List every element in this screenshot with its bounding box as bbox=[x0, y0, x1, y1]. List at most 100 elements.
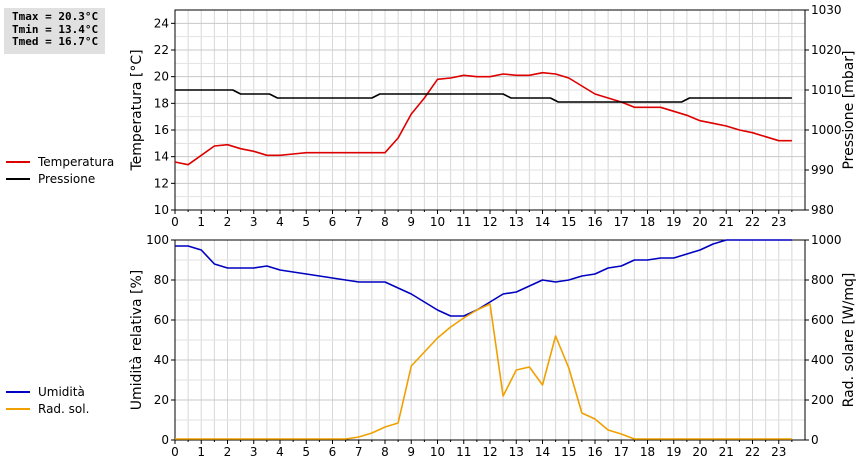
top-y2-tick-label: 990 bbox=[811, 163, 834, 177]
bottom-y-axis-label: Umidità relativa [%] bbox=[129, 270, 145, 411]
top-x-tick-label: 21 bbox=[719, 215, 734, 229]
top-x-tick-label: 7 bbox=[355, 215, 363, 229]
chart-humidity-radiation: 0 1 2 3 4 5 6 7 8 9 10 11 12 13 14 15 16 17 18 19 20 21 22 2302… bbox=[129, 233, 857, 459]
top-x-tick-label: 11 bbox=[456, 215, 471, 229]
top-y-tick-label: 14 bbox=[154, 150, 169, 164]
top-x-tick-label: 6 bbox=[329, 215, 337, 229]
chart-temperature-pressure: 0 1 2 3 4 5 6 7 8 9 10 11 12 13 14 15 16 17 18 19 20 21 22 2310… bbox=[129, 3, 857, 229]
bottom-x-tick-label: 0 bbox=[171, 445, 179, 459]
top-x-tick-label: 13 bbox=[509, 215, 524, 229]
top-y2-tick-label: 980 bbox=[811, 203, 834, 217]
bottom-x-tick-label: 8 bbox=[381, 445, 389, 459]
bottom-x-tick-label: 23 bbox=[771, 445, 786, 459]
top-x-tick-label: 20 bbox=[692, 215, 707, 229]
bottom-y-tick-label: 100 bbox=[146, 233, 169, 247]
bottom-x-tick-label: 22 bbox=[745, 445, 760, 459]
top-y2-axis-label: Pressione [mbar] bbox=[841, 50, 857, 169]
bottom-x-tick-label: 1 bbox=[197, 445, 205, 459]
legend-swatch-temperatura bbox=[6, 161, 30, 163]
bottom-x-tick-label: 12 bbox=[482, 445, 497, 459]
bottom-x-tick-label: 7 bbox=[355, 445, 363, 459]
top-y-tick-label: 10 bbox=[154, 203, 169, 217]
top-x-tick-label: 16 bbox=[587, 215, 602, 229]
top-x-tick-label: 14 bbox=[535, 215, 550, 229]
top-y-tick-label: 22 bbox=[154, 43, 169, 57]
top-x-tick-label: 17 bbox=[614, 215, 629, 229]
top-x-tick-label: 1 bbox=[197, 215, 205, 229]
legend-label-temperatura: Temperatura bbox=[38, 155, 115, 169]
bottom-x-tick-label: 13 bbox=[509, 445, 524, 459]
top-x-tick-label: 9 bbox=[407, 215, 415, 229]
bottom-x-tick-label: 19 bbox=[666, 445, 681, 459]
tmin-stat: Tmin = 13.4°C bbox=[12, 22, 99, 36]
bottom-y-tick-label: 20 bbox=[154, 393, 169, 407]
top-x-tick-label: 22 bbox=[745, 215, 760, 229]
top-x-tick-label: 5 bbox=[302, 215, 310, 229]
bottom-x-tick-label: 5 bbox=[302, 445, 310, 459]
bottom-x-tick-label: 21 bbox=[719, 445, 734, 459]
series-line-umidita bbox=[175, 239, 792, 317]
legend-swatch-rad-sol bbox=[6, 408, 30, 410]
bottom-x-tick-label: 10 bbox=[430, 445, 445, 459]
series-line-rad-sol bbox=[175, 303, 792, 440]
top-x-tick-label: 15 bbox=[561, 215, 576, 229]
top-y2-tick-label: 1010 bbox=[811, 83, 842, 97]
bottom-y2-axis-label: Rad. solare [W/mq] bbox=[841, 273, 857, 408]
bottom-y-tick-label: 40 bbox=[154, 353, 169, 367]
bottom-x-tick-label: 15 bbox=[561, 445, 576, 459]
bottom-x-tick-label: 3 bbox=[250, 445, 258, 459]
legend-temperatura: Temperatura bbox=[6, 154, 114, 170]
bottom-y-tick-label: 60 bbox=[154, 313, 169, 327]
top-y-tick-label: 20 bbox=[154, 70, 169, 84]
tmed-stat: Tmed = 16.7°C bbox=[12, 35, 99, 48]
bottom-x-tick-label: 18 bbox=[640, 445, 655, 459]
bottom-y2-tick-label: 0 bbox=[811, 433, 819, 447]
top-x-tick-label: 12 bbox=[482, 215, 497, 229]
bottom-y-tick-label: 0 bbox=[161, 433, 169, 447]
legend-rad-sol: Rad. sol. bbox=[6, 401, 89, 417]
top-y-axis-label: Temperatura [°C] bbox=[129, 49, 145, 171]
series-line-pressione bbox=[175, 89, 792, 103]
top-y2-tick-label: 1020 bbox=[811, 43, 842, 57]
bottom-x-tick-label: 4 bbox=[276, 445, 284, 459]
top-y-tick-label: 12 bbox=[154, 176, 169, 190]
bottom-y2-tick-label: 1000 bbox=[811, 233, 842, 247]
bottom-x-tick-label: 6 bbox=[329, 445, 337, 459]
top-x-tick-label: 3 bbox=[250, 215, 258, 229]
top-y2-tick-label: 1030 bbox=[811, 3, 842, 17]
top-x-tick-label: 8 bbox=[381, 215, 389, 229]
top-x-tick-label: 18 bbox=[640, 215, 655, 229]
bottom-x-tick-label: 2 bbox=[224, 445, 232, 459]
stats-box: Tmax = 20.3°C Tmin = 13.4°C Tmed = 16.7°… bbox=[4, 8, 105, 54]
bottom-x-tick-label: 17 bbox=[614, 445, 629, 459]
legend-pressione: Pressione bbox=[6, 171, 95, 187]
bottom-x-tick-label: 16 bbox=[587, 445, 602, 459]
legend-umidita: Umidità bbox=[6, 384, 85, 400]
top-x-tick-label: 23 bbox=[771, 215, 786, 229]
legend-swatch-pressione bbox=[6, 178, 30, 180]
top-y-tick-label: 18 bbox=[154, 96, 169, 110]
bottom-y2-tick-label: 600 bbox=[811, 313, 834, 327]
bottom-y-tick-label: 80 bbox=[154, 273, 169, 287]
bottom-y2-tick-label: 200 bbox=[811, 393, 834, 407]
top-x-tick-label: 4 bbox=[276, 215, 284, 229]
top-x-tick-label: 10 bbox=[430, 215, 445, 229]
legend-label-rad-sol: Rad. sol. bbox=[38, 402, 90, 416]
bottom-x-tick-label: 9 bbox=[407, 445, 415, 459]
tmax-stat: Tmax = 20.3°C bbox=[12, 10, 99, 23]
legend-label-umidita: Umidità bbox=[38, 385, 85, 399]
bottom-x-tick-label: 20 bbox=[692, 445, 707, 459]
top-y-tick-label: 24 bbox=[154, 16, 169, 30]
bottom-y2-tick-label: 400 bbox=[811, 353, 834, 367]
top-y2-tick-label: 1000 bbox=[811, 123, 842, 137]
top-y-tick-label: 16 bbox=[154, 123, 169, 137]
bottom-y2-tick-label: 800 bbox=[811, 273, 834, 287]
bottom-x-tick-label: 14 bbox=[535, 445, 550, 459]
top-x-tick-label: 2 bbox=[224, 215, 232, 229]
bottom-x-tick-label: 11 bbox=[456, 445, 471, 459]
top-x-tick-label: 0 bbox=[171, 215, 179, 229]
top-x-tick-label: 19 bbox=[666, 215, 681, 229]
legend-swatch-umidita bbox=[6, 391, 30, 393]
series-line-temperatura bbox=[174, 71, 792, 166]
